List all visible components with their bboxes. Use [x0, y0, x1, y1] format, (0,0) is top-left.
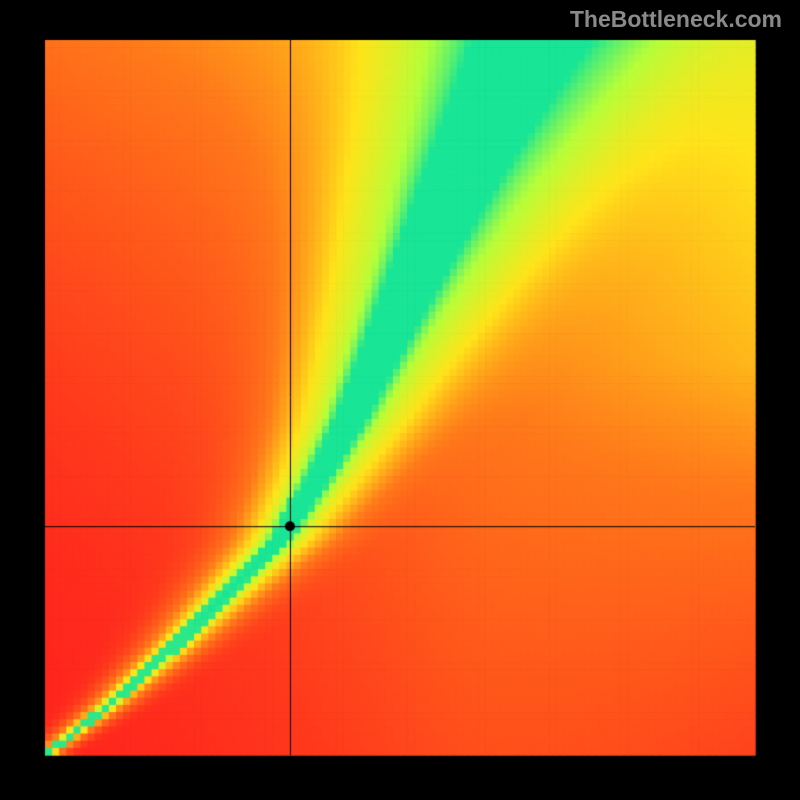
watermark-text: TheBottleneck.com: [570, 6, 782, 33]
bottleneck-heatmap: [0, 0, 800, 800]
chart-container: TheBottleneck.com: [0, 0, 800, 800]
